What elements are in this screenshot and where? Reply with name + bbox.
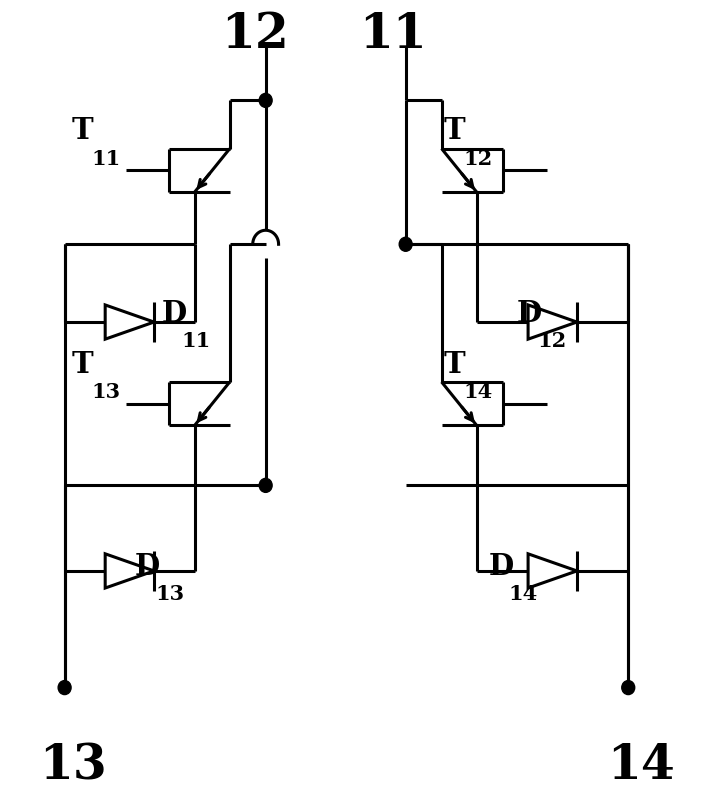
Text: 13: 13 [39,742,107,789]
Text: T: T [72,350,93,378]
Text: 12: 12 [464,148,493,168]
Text: 11: 11 [92,148,121,168]
Text: 11: 11 [182,331,211,351]
Text: T: T [72,117,93,145]
Circle shape [259,478,272,492]
Text: D: D [162,299,187,328]
Text: 14: 14 [464,382,493,402]
Text: 12: 12 [221,10,289,57]
Text: D: D [135,551,160,581]
Circle shape [399,237,412,251]
Text: 13: 13 [92,382,121,402]
Text: 11: 11 [360,10,427,57]
Text: 13: 13 [155,584,185,604]
Text: 14: 14 [508,584,538,604]
Text: T: T [444,117,465,145]
Circle shape [259,93,272,108]
Circle shape [622,681,635,694]
Text: D: D [488,551,513,581]
Text: 12: 12 [537,331,567,351]
Text: 14: 14 [607,742,674,789]
Circle shape [58,681,71,694]
Text: D: D [517,299,542,328]
Text: T: T [444,350,465,378]
